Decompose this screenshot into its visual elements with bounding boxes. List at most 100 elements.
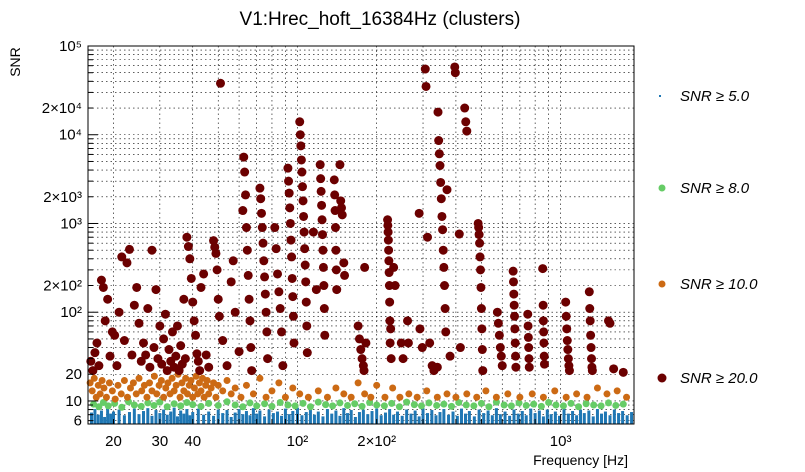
- x-tick-label: 10³: [550, 433, 572, 450]
- series-2-point: [373, 381, 381, 389]
- series-3-point: [180, 354, 190, 364]
- series-2-point: [176, 393, 184, 401]
- axis-ticks: 20 30 40 10² 2×10² 10³ 6 10 20 10² 2×10² 10³ 2×10³ 10…: [42, 38, 572, 450]
- series-1-point: [156, 398, 164, 406]
- series-2-point: [249, 390, 257, 398]
- series-2-point: [623, 393, 631, 401]
- series-3-point: [129, 300, 139, 310]
- series-2-point: [367, 393, 375, 401]
- series-1-point: [137, 402, 145, 410]
- series-3-point: [339, 258, 349, 268]
- series-3-point: [151, 285, 161, 295]
- series-3-point: [586, 343, 596, 353]
- series-3-point: [439, 262, 449, 272]
- series-0-point: [316, 411, 320, 424]
- series-2-point: [120, 377, 128, 385]
- series-2-point: [281, 393, 289, 401]
- series-0-point: [579, 409, 583, 424]
- series-0-point: [426, 413, 430, 424]
- series-2-point: [473, 393, 481, 401]
- series-3-point: [302, 348, 312, 358]
- series-0-point: [621, 411, 625, 424]
- series-1-point: [440, 400, 448, 408]
- series-2-point: [583, 393, 591, 401]
- series-2-point: [170, 387, 178, 395]
- series-3-point: [183, 242, 193, 252]
- series-0-point: [117, 409, 121, 424]
- series-0-point: [93, 409, 97, 424]
- series-2-point: [123, 393, 131, 401]
- y-tick-label: 10⁵: [59, 38, 82, 55]
- series-1-point: [261, 400, 269, 408]
- series-3-point: [136, 356, 146, 366]
- series-2-point: [573, 390, 581, 398]
- series-3-point: [445, 351, 455, 361]
- series-0-point: [330, 413, 334, 424]
- series-3-point: [511, 362, 521, 372]
- series-3-point: [226, 277, 236, 287]
- series-1-point: [582, 400, 590, 408]
- series-0-point: [325, 409, 329, 424]
- series-2-point: [168, 374, 176, 382]
- series-1-point: [205, 399, 213, 407]
- series-3-point: [385, 338, 395, 348]
- series-0-point: [146, 408, 150, 424]
- series-3-point: [286, 235, 296, 245]
- series-3-point: [299, 227, 309, 237]
- series-0-point: [549, 414, 553, 424]
- series-3-point: [145, 362, 155, 372]
- series-1: [90, 398, 627, 411]
- series-3-point: [396, 338, 406, 348]
- series-3-point: [475, 238, 485, 248]
- series-3-point: [176, 341, 186, 351]
- series-2-point: [551, 387, 559, 395]
- series-1-point: [118, 403, 126, 411]
- series-0-point: [396, 411, 400, 424]
- series-1-point: [170, 400, 178, 408]
- series-2-point: [361, 390, 369, 398]
- series-0-point: [283, 408, 287, 424]
- series-1-point: [597, 402, 605, 410]
- series-0-point: [338, 415, 342, 424]
- series-0: [90, 407, 634, 424]
- series-2-point: [150, 372, 158, 380]
- series-3-point: [256, 208, 266, 218]
- series-1-point: [559, 402, 567, 410]
- series-0-point: [212, 415, 216, 424]
- series-3-point: [255, 183, 265, 193]
- series-3-point: [335, 160, 345, 170]
- series-3-point: [167, 327, 177, 337]
- series-0-point: [308, 409, 312, 424]
- series-2-point: [539, 393, 547, 401]
- series-3-point: [398, 354, 408, 364]
- series-3-point: [356, 345, 366, 355]
- series-3-point: [562, 324, 572, 334]
- series-3-point: [244, 294, 254, 304]
- series-0-point: [216, 409, 220, 424]
- series-1-point: [214, 401, 222, 409]
- series-3-point: [329, 175, 339, 185]
- series-3-point: [100, 316, 110, 326]
- series-3-point: [421, 81, 431, 91]
- series-0-point: [241, 414, 245, 424]
- series-1-point: [612, 401, 620, 409]
- series-2-point: [593, 384, 601, 392]
- series-3-point: [385, 297, 395, 307]
- series-3-point: [204, 362, 214, 372]
- series-0-point: [162, 409, 166, 424]
- series-0-point: [202, 414, 206, 424]
- series-1-point: [462, 401, 470, 409]
- series-2-point: [463, 390, 471, 398]
- series-3-point: [494, 330, 504, 340]
- series-2-point: [223, 377, 231, 385]
- series-0-point: [438, 412, 442, 424]
- series-3-point: [262, 327, 272, 337]
- series-3-point: [179, 294, 189, 304]
- series-0-point: [334, 410, 338, 424]
- series-1-point: [537, 402, 545, 410]
- series-0-point: [498, 414, 502, 424]
- series-3-point: [437, 211, 447, 221]
- series-0-point: [304, 412, 308, 424]
- series-3-point: [112, 361, 122, 371]
- series-2-point: [482, 387, 490, 395]
